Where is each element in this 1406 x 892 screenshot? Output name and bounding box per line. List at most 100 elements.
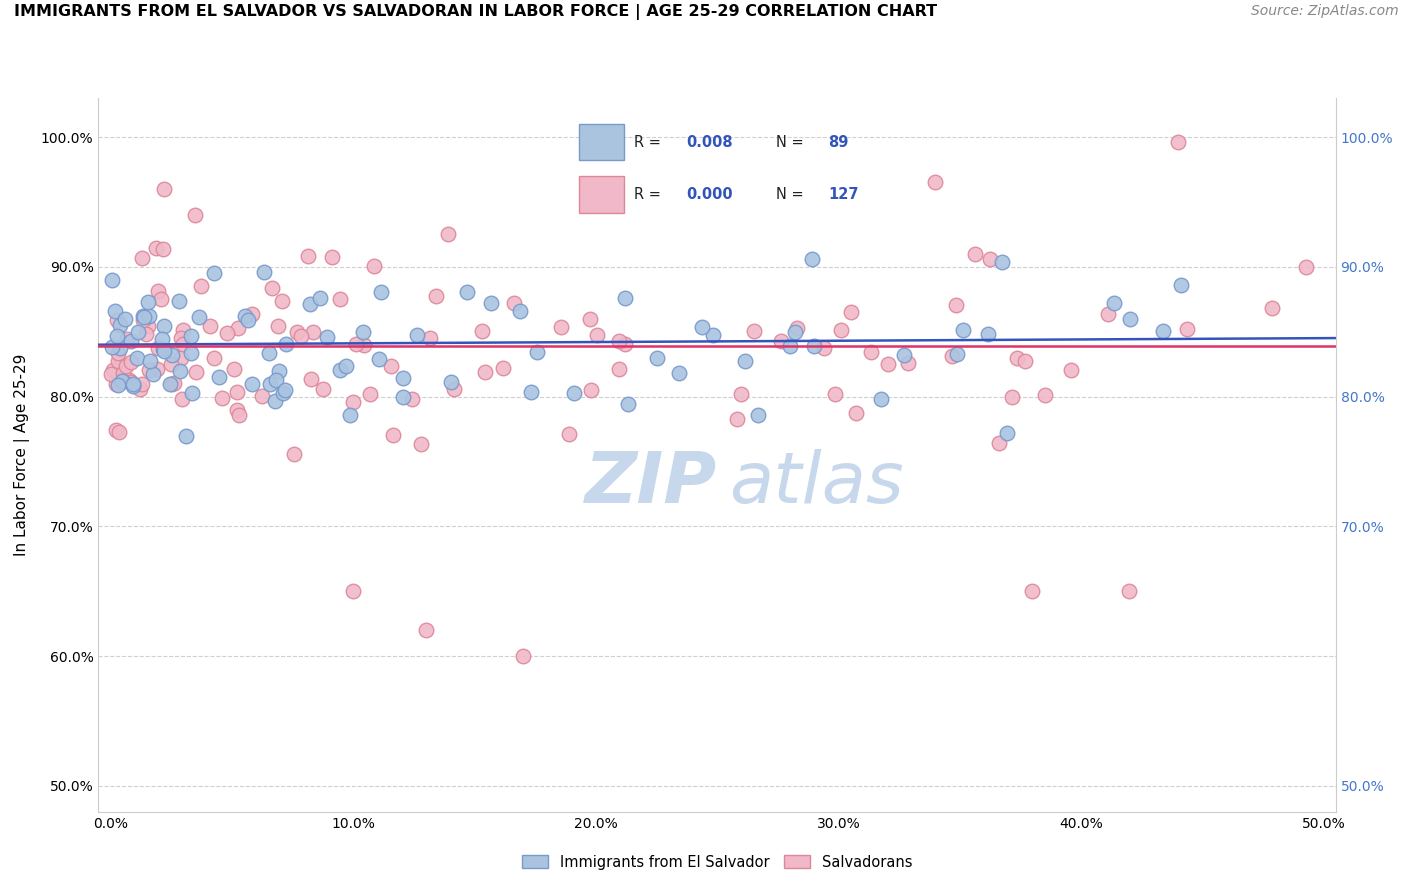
Point (198, 318, 221, 333)
Point (614, 336, 637, 351)
Point (401, 392, 423, 407)
Point (381, 428, 404, 442)
Point (783, 325, 806, 339)
Point (335, 359, 357, 374)
Point (988, 435, 1011, 450)
Point (690, 320, 713, 334)
Point (995, 426, 1018, 441)
Point (474, 365, 496, 379)
Point (152, 342, 174, 356)
Point (152, 242, 174, 256)
Point (1118, 584, 1140, 599)
Point (118, 373, 141, 387)
Point (557, 427, 579, 442)
Point (991, 254, 1014, 268)
Text: atlas: atlas (730, 449, 904, 518)
Point (142, 367, 165, 381)
Point (897, 356, 920, 370)
Point (120, 334, 142, 348)
Point (112, 367, 135, 381)
Point (298, 296, 321, 310)
Point (479, 296, 502, 310)
Point (742, 324, 765, 338)
Point (160, 377, 183, 392)
Point (526, 344, 548, 359)
Point (211, 392, 233, 406)
Point (103, 304, 125, 318)
Point (725, 411, 748, 425)
Point (1097, 307, 1119, 321)
Point (131, 251, 153, 265)
Point (839, 305, 862, 319)
Point (271, 386, 294, 401)
Point (309, 291, 332, 305)
Point (860, 344, 883, 359)
Point (228, 409, 250, 423)
Point (312, 383, 335, 397)
Point (129, 382, 152, 396)
Point (186, 365, 208, 379)
Point (259, 345, 281, 359)
Point (1021, 584, 1043, 599)
Point (380, 359, 402, 373)
Point (730, 386, 752, 401)
Point (136, 318, 159, 333)
Point (845, 406, 868, 420)
Point (471, 324, 494, 338)
Point (813, 341, 835, 355)
Point (391, 370, 413, 384)
Point (105, 376, 128, 391)
Point (138, 309, 160, 323)
Point (342, 584, 364, 599)
Point (492, 360, 515, 375)
Point (443, 382, 465, 396)
Point (941, 349, 963, 363)
Point (786, 321, 808, 335)
Point (579, 311, 602, 326)
Point (321, 251, 343, 265)
Point (170, 331, 193, 345)
Point (172, 337, 194, 351)
Point (127, 351, 149, 365)
Point (747, 408, 769, 422)
Point (108, 357, 131, 371)
Point (329, 293, 352, 307)
Point (702, 328, 724, 343)
Point (253, 265, 276, 279)
Point (120, 376, 142, 390)
Point (1000, 390, 1022, 404)
Point (224, 362, 246, 376)
Point (101, 363, 124, 377)
Point (779, 338, 801, 352)
Point (1152, 324, 1174, 338)
Point (149, 292, 172, 306)
Point (977, 327, 1000, 342)
Point (392, 390, 415, 404)
Point (419, 331, 441, 345)
Point (146, 362, 169, 376)
Point (893, 348, 915, 362)
Point (1014, 354, 1036, 368)
Point (111, 374, 134, 388)
Point (363, 259, 385, 273)
Point (1175, 322, 1198, 336)
Point (368, 352, 391, 367)
Point (115, 332, 138, 346)
Point (359, 386, 381, 401)
Point (108, 318, 131, 333)
Point (290, 328, 312, 343)
Point (1167, 135, 1189, 149)
Point (830, 323, 852, 337)
Point (952, 323, 974, 337)
Point (184, 208, 207, 222)
Point (616, 397, 638, 411)
Point (870, 392, 893, 406)
Point (145, 241, 167, 255)
Point (202, 351, 225, 366)
Point (114, 312, 136, 326)
Point (415, 623, 437, 637)
Point (132, 313, 155, 327)
Point (734, 354, 756, 368)
Point (267, 319, 290, 334)
Point (299, 372, 322, 386)
